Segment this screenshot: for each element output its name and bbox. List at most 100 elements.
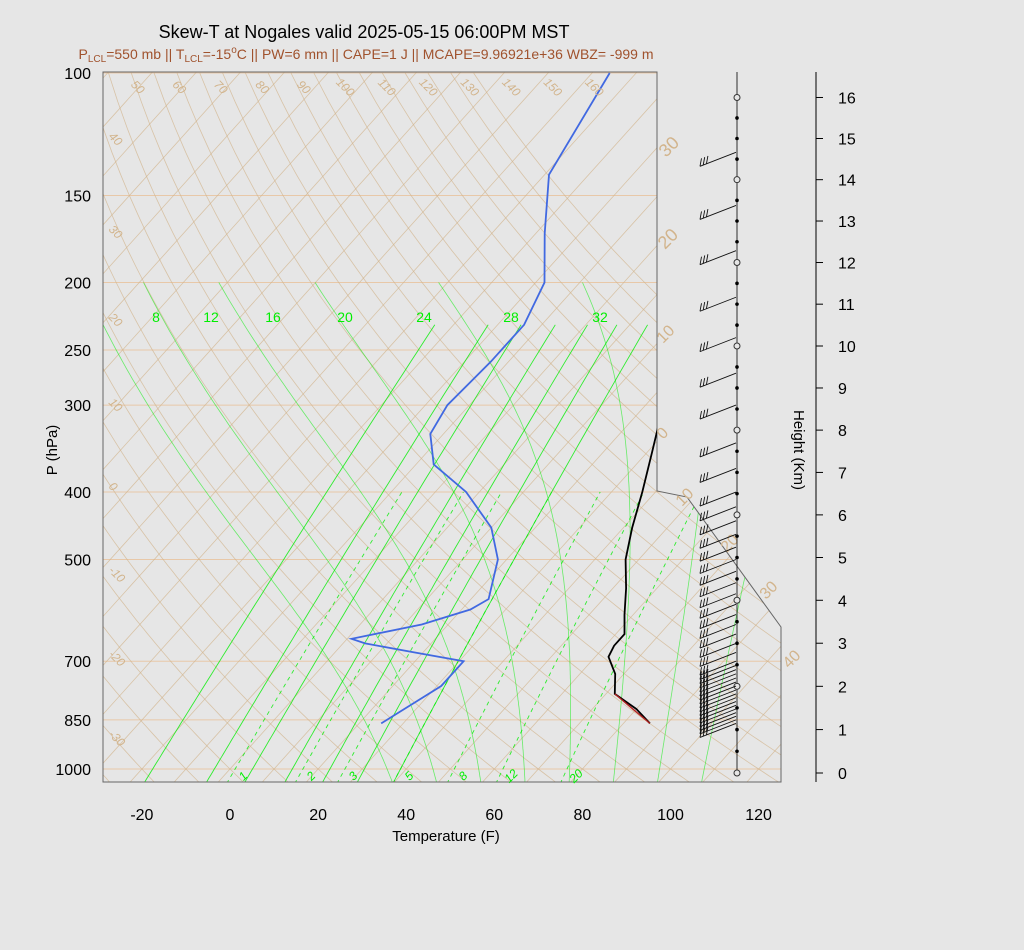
isotherm-line [612, 72, 781, 782]
height-marker-dot [735, 470, 739, 475]
height-tick-label: 10 [838, 339, 856, 356]
dry-adiabat-line [103, 72, 425, 782]
isotherm-tick-label: 150 [541, 75, 565, 99]
wind-barbs [699, 72, 741, 777]
dewpoint-profile-line [348, 72, 611, 725]
mixing-ratio-top-label: 28 [503, 309, 519, 325]
height-marker-dot [735, 534, 739, 538]
moist-adiabat-line [438, 282, 571, 782]
isotherm-tick-label: 130 [458, 75, 482, 99]
height-marker-dot [735, 662, 739, 667]
wind-barb [699, 603, 737, 619]
wind-barb [699, 337, 737, 353]
height-tick-label: 14 [838, 173, 856, 190]
isotherm-line [103, 72, 343, 782]
dry-adiabat-line [222, 72, 781, 782]
isotherm-line [103, 72, 651, 782]
height-marker-open [733, 426, 741, 434]
wind-barb [699, 624, 737, 639]
dry-adiabat-line [336, 72, 781, 782]
wind-barb [699, 673, 737, 689]
subtitle-degree: o [231, 45, 237, 56]
isotherm-line [568, 72, 781, 782]
wind-barb [699, 250, 737, 266]
height-tick-label: 1 [838, 723, 847, 740]
height-marker-dot [735, 136, 739, 141]
x-tick-label: -20 [130, 807, 153, 824]
isotherm-line [103, 72, 387, 782]
wind-barb [699, 151, 737, 167]
dry-adiabat-line [290, 72, 781, 782]
pressure-tick-label: 1000 [55, 762, 91, 779]
isotherm-tick-label: 70 [211, 77, 231, 97]
isotherm-line [103, 72, 695, 782]
isotherm-line [524, 72, 781, 782]
dry-adiabat-line [103, 72, 648, 782]
moist-adiabat-line [218, 282, 482, 782]
chart-subtitle: PLCL=550 mb || TLCL=-15oC || PW=6 mm || … [79, 45, 654, 65]
x-tick-label: 60 [485, 807, 503, 824]
dry-adiabat-line [108, 72, 693, 782]
dry-adiabat-line [103, 72, 157, 782]
wind-barb [699, 593, 737, 609]
height-tick-label: 2 [838, 679, 847, 696]
height-marker-dot [735, 641, 739, 646]
dry-adiabat-line [103, 72, 559, 782]
dry-adiabat-line [199, 72, 781, 782]
wind-barb [699, 685, 737, 701]
wind-barb [699, 404, 737, 420]
height-marker-open [733, 259, 741, 267]
isotherm-line [216, 72, 781, 782]
isotherm-line [103, 72, 607, 782]
wind-barb [699, 559, 737, 574]
height-tick-label: 3 [838, 636, 847, 653]
wind-barb [699, 372, 737, 388]
mixing-ratio-line [559, 491, 702, 782]
wind-barb [699, 491, 737, 507]
mixing-ratio-top-label: 20 [337, 309, 353, 325]
moist-adiabat-line [314, 282, 526, 782]
moist-adiabat-line [582, 282, 631, 782]
background-lines [103, 57, 1024, 783]
isotherm-tick-label: 160 [582, 75, 606, 99]
isotherm-line [833, 57, 1024, 783]
isotherm-line [789, 57, 1024, 783]
height-tick-label: 5 [838, 551, 847, 568]
isotherm-line [436, 72, 781, 782]
x-tick-label: 80 [574, 807, 592, 824]
height-tick-label: 8 [838, 423, 847, 440]
pressure-tick-label: 850 [64, 713, 91, 730]
mixing-ratio-line [392, 324, 648, 782]
subtitle-plcl-sub: LCL [88, 54, 107, 65]
dry-adiabat-line [404, 72, 781, 782]
wind-barb [699, 669, 737, 685]
height-marker-dot [735, 619, 739, 624]
wind-barb [699, 570, 737, 586]
subtitle-plcl-value: =550 mb || T [106, 46, 185, 62]
isotherm-line [103, 72, 254, 782]
height-marker-dot [735, 302, 739, 306]
dry-adiabat-line [176, 72, 781, 782]
profiles [348, 72, 781, 725]
wind-barb [699, 642, 737, 658]
pressure-tick-label: 150 [64, 189, 91, 206]
dry-adiabat-line [103, 72, 246, 782]
mixing-ratio-top-label: 32 [592, 309, 608, 325]
height-marker-dot [735, 749, 739, 754]
edge-tick-label: 20 [718, 531, 743, 556]
height-marker-open [733, 93, 741, 101]
height-marker-dot [735, 281, 739, 286]
height-marker-dot [735, 323, 739, 327]
height-marker-dot [735, 198, 739, 203]
edge-tick-label: 10 [654, 322, 679, 347]
height-tick-label: 15 [838, 132, 856, 149]
height-marker-dot [735, 407, 739, 411]
isotherm-tick-label: 120 [416, 75, 440, 99]
wind-barb [699, 442, 737, 458]
pressure-tick-label: 300 [64, 398, 91, 415]
isotherm-line [128, 72, 781, 782]
height-marker-open [733, 342, 741, 350]
height-tick-label: 4 [838, 593, 847, 610]
wind-barb [699, 697, 737, 713]
